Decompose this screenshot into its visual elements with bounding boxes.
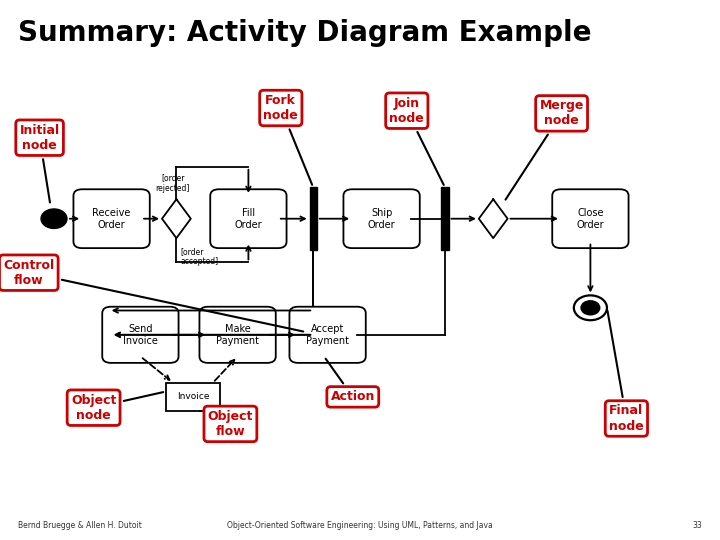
FancyBboxPatch shape	[73, 190, 150, 248]
Text: [order
rejected]: [order rejected]	[156, 173, 190, 193]
Text: Action: Action	[325, 359, 375, 403]
Bar	[310, 187, 317, 250]
Text: Accept
Payment: Accept Payment	[306, 324, 349, 346]
Text: Make
Payment: Make Payment	[216, 324, 259, 346]
Text: Bernd Bruegge & Allen H. Dutoit: Bernd Bruegge & Allen H. Dutoit	[18, 521, 142, 530]
Circle shape	[41, 209, 67, 228]
Text: [order
accepted]: [order accepted]	[181, 247, 219, 266]
Text: Receive
Order: Receive Order	[92, 208, 131, 230]
FancyBboxPatch shape	[210, 190, 287, 248]
Circle shape	[574, 295, 607, 320]
Text: Fill
Order: Fill Order	[235, 208, 262, 230]
Text: Control
flow: Control flow	[3, 259, 303, 332]
FancyBboxPatch shape	[289, 307, 366, 363]
FancyBboxPatch shape	[343, 190, 420, 248]
Bar	[166, 383, 220, 411]
Text: Summary: Activity Diagram Example: Summary: Activity Diagram Example	[18, 19, 592, 47]
FancyBboxPatch shape	[552, 190, 629, 248]
Text: Invoice: Invoice	[176, 393, 210, 401]
Text: Fork
node: Fork node	[264, 94, 312, 185]
Text: Ship
Order: Ship Order	[368, 208, 395, 230]
Text: Initial
node: Initial node	[19, 124, 60, 202]
Bar	[441, 187, 449, 250]
Text: Object
node: Object node	[71, 392, 163, 422]
Text: Join
node: Join node	[390, 97, 444, 185]
Text: Object-Oriented Software Engineering: Using UML, Patterns, and Java: Object-Oriented Software Engineering: Us…	[227, 521, 493, 530]
FancyBboxPatch shape	[199, 307, 276, 363]
Text: Merge
node: Merge node	[505, 99, 584, 200]
Text: Send
Invoice: Send Invoice	[123, 324, 158, 346]
Circle shape	[581, 301, 600, 315]
Text: 33: 33	[692, 521, 702, 530]
Text: Object
flow: Object flow	[200, 410, 253, 438]
FancyBboxPatch shape	[102, 307, 179, 363]
Text: Final
node: Final node	[608, 310, 644, 433]
Text: Close
Order: Close Order	[577, 208, 604, 230]
